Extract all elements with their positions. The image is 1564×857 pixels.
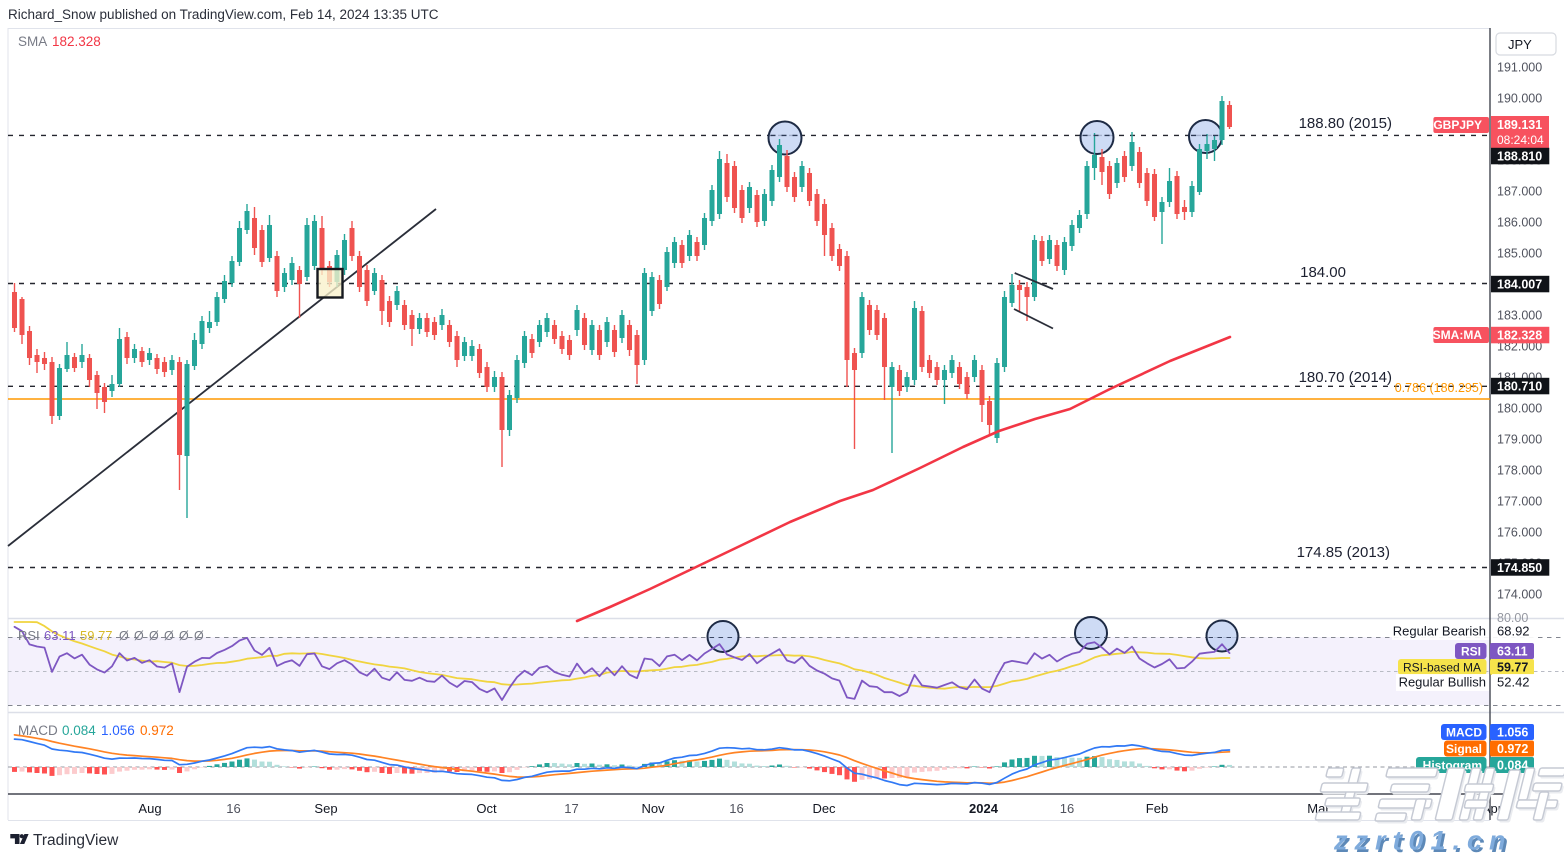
svg-text:Regular Bullish: Regular Bullish	[1399, 675, 1486, 690]
svg-text:0.786 (180.295): 0.786 (180.295)	[1395, 381, 1483, 395]
svg-text:180.710: 180.710	[1497, 379, 1542, 393]
svg-text:Nov: Nov	[641, 801, 665, 816]
svg-text:180.000: 180.000	[1497, 402, 1542, 416]
svg-text:63.11: 63.11	[1497, 645, 1528, 659]
svg-text:1.056: 1.056	[1497, 726, 1528, 740]
svg-text:80.00: 80.00	[1497, 611, 1528, 625]
svg-text:188.810: 188.810	[1497, 149, 1542, 163]
svg-text:Ø: Ø	[149, 629, 159, 643]
svg-text:Signal: Signal	[1446, 742, 1482, 756]
svg-text:Ø: Ø	[179, 629, 189, 643]
svg-text:2024: 2024	[969, 801, 999, 816]
svg-text:174.850: 174.850	[1497, 561, 1542, 575]
svg-text:186.000: 186.000	[1497, 216, 1542, 230]
svg-text:0.084: 0.084	[1497, 759, 1528, 773]
svg-text:zzrt01.cn: zzrt01.cn	[1333, 826, 1513, 856]
svg-text:183.000: 183.000	[1497, 309, 1542, 323]
svg-text:SMA:MA: SMA:MA	[1433, 328, 1483, 342]
svg-text:GBPJPY: GBPJPY	[1433, 118, 1482, 132]
svg-text:184.00: 184.00	[1300, 264, 1346, 281]
svg-text:184.007: 184.007	[1497, 277, 1542, 291]
svg-text:52.42: 52.42	[1497, 675, 1530, 690]
svg-text:177.000: 177.000	[1497, 495, 1542, 509]
svg-text:zzrt01.cn: zzrt01.cn	[1336, 828, 1516, 857]
svg-text:Richard_Snow published on Trad: Richard_Snow published on TradingView.co…	[8, 7, 439, 22]
svg-text:RSI-based MA: RSI-based MA	[1403, 661, 1481, 675]
svg-text:TradingView: TradingView	[33, 832, 119, 849]
svg-text:Feb: Feb	[1146, 801, 1168, 816]
svg-text:0.972: 0.972	[140, 723, 174, 738]
svg-text:59.77: 59.77	[1497, 661, 1528, 675]
svg-text:16: 16	[226, 801, 240, 816]
svg-text:Dec: Dec	[812, 801, 836, 816]
svg-text:RSI: RSI	[1461, 645, 1481, 659]
svg-text:Oct: Oct	[476, 801, 497, 816]
svg-text:68.92: 68.92	[1497, 624, 1530, 639]
svg-text:17: 17	[564, 801, 578, 816]
svg-text:190.000: 190.000	[1497, 92, 1542, 106]
svg-text:182.328: 182.328	[1497, 328, 1542, 342]
svg-text:191.000: 191.000	[1497, 61, 1542, 75]
svg-text:Ø: Ø	[119, 629, 129, 643]
svg-text:Regular Bearish: Regular Bearish	[1393, 624, 1486, 639]
svg-text:174.85 (2013): 174.85 (2013)	[1297, 544, 1390, 561]
svg-text:MACD: MACD	[1446, 726, 1482, 740]
svg-text:188.80 (2015): 188.80 (2015)	[1299, 115, 1392, 132]
svg-text:182.328: 182.328	[52, 34, 101, 49]
svg-text:MACD: MACD	[18, 723, 58, 738]
svg-text:178.000: 178.000	[1497, 464, 1542, 478]
svg-text:JPY: JPY	[1508, 37, 1532, 52]
svg-text:Ø: Ø	[194, 629, 204, 643]
svg-text:174.000: 174.000	[1497, 588, 1542, 602]
svg-text:16: 16	[729, 801, 743, 816]
svg-text:16: 16	[1060, 801, 1074, 816]
svg-text:0.084: 0.084	[62, 723, 96, 738]
svg-text:179.000: 179.000	[1497, 433, 1542, 447]
svg-text:0.972: 0.972	[1497, 742, 1528, 756]
svg-text:08:24:04: 08:24:04	[1497, 133, 1544, 147]
svg-text:63.11: 63.11	[44, 628, 76, 643]
svg-text:Ø: Ø	[134, 629, 144, 643]
svg-text:187.000: 187.000	[1497, 185, 1542, 199]
svg-text:RSI: RSI	[18, 628, 40, 643]
svg-text:1.056: 1.056	[101, 723, 135, 738]
svg-text:185.000: 185.000	[1497, 247, 1542, 261]
svg-text:59.77: 59.77	[80, 628, 113, 643]
svg-text:Ø: Ø	[164, 629, 174, 643]
svg-text:Sep: Sep	[314, 801, 337, 816]
svg-text:SMA: SMA	[18, 34, 47, 49]
svg-text:176.000: 176.000	[1497, 526, 1542, 540]
svg-text:180.70 (2014): 180.70 (2014)	[1299, 369, 1392, 386]
svg-text:Aug: Aug	[138, 801, 161, 816]
svg-text:189.131: 189.131	[1497, 118, 1542, 132]
